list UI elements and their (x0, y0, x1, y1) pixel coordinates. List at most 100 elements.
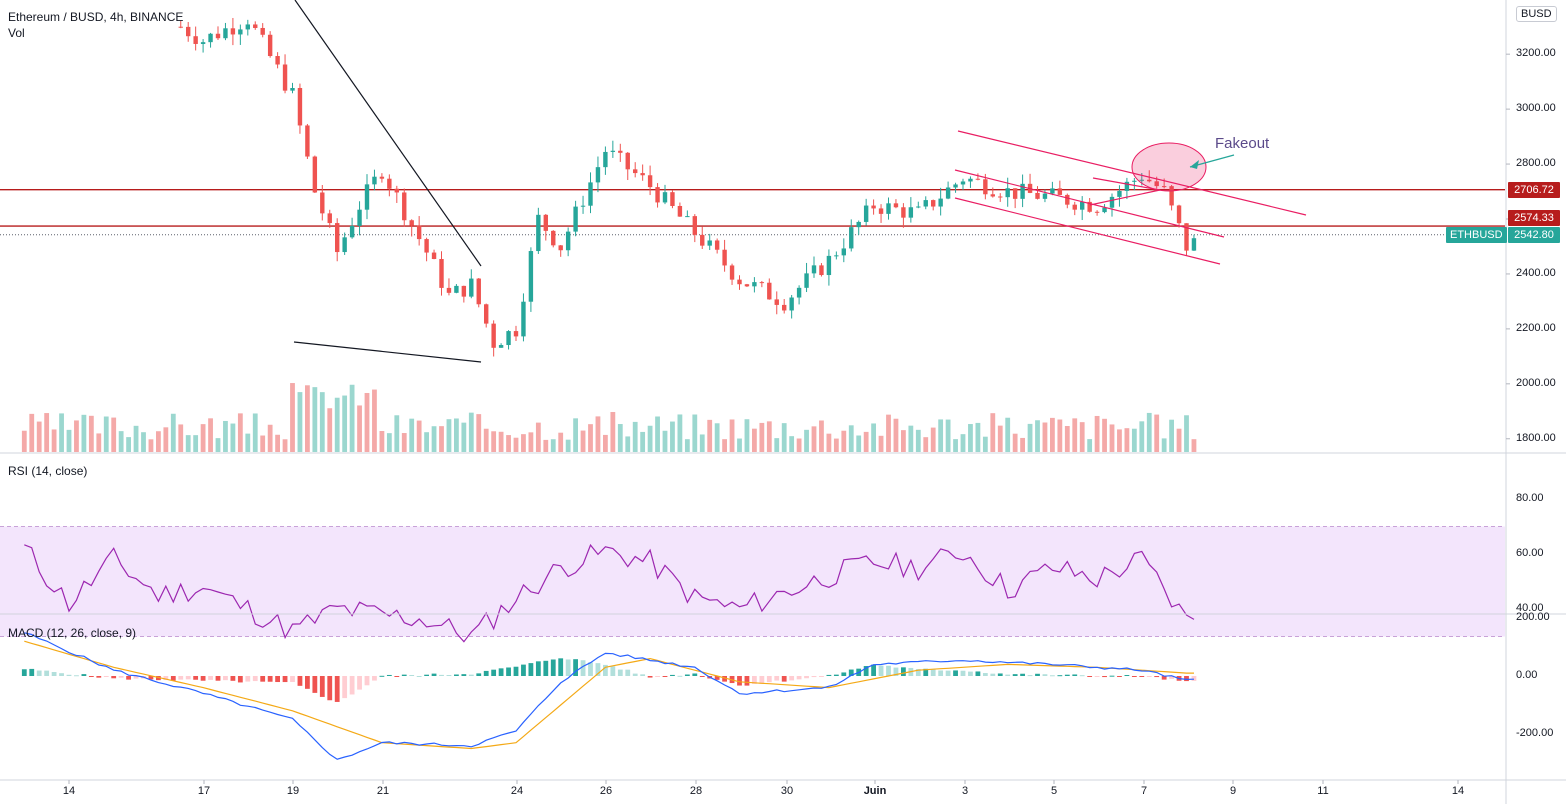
candle-body (1035, 192, 1040, 199)
candle-body (297, 87, 303, 126)
macd-histogram-bar (565, 659, 571, 676)
volume-bar (975, 422, 981, 452)
volume-bar (349, 384, 355, 452)
candle-body (595, 167, 601, 183)
macd-histogram-bar (692, 673, 698, 676)
candle-body (968, 178, 973, 182)
volume-bar (44, 413, 50, 452)
candle-body (677, 205, 683, 217)
price-tick-label: 1800.00 (1516, 431, 1556, 444)
candle-body (223, 28, 228, 39)
volume-bar (312, 387, 318, 452)
macd-histogram-bar (498, 668, 504, 676)
candle-body (752, 282, 757, 287)
volume-bar (1184, 415, 1189, 452)
channel-mid-line (954, 169, 1225, 238)
macd-histogram-bar (915, 669, 921, 676)
time-tick-label: 21 (376, 785, 390, 797)
candle-body (580, 205, 586, 207)
candle-body (1072, 204, 1077, 210)
volume-bar (364, 392, 370, 452)
candle-body (394, 188, 399, 193)
macd-histogram-bar (752, 676, 757, 684)
macd-histogram-bar (1035, 673, 1040, 676)
macd-histogram-bar (930, 669, 936, 676)
macd-histogram-bar (1124, 675, 1130, 677)
macd-histogram-bar (424, 674, 429, 676)
volume-bar (170, 413, 176, 452)
macd-histogram-bar (327, 676, 333, 701)
horizontal-levels[interactable] (0, 189, 1505, 236)
candle-body (923, 200, 928, 207)
macd-histogram-bar (677, 675, 683, 677)
candle-body (454, 285, 459, 293)
volume-bar (230, 423, 236, 452)
macd-histogram-bar (945, 670, 951, 676)
trend-drawings[interactable] (293, 0, 1307, 363)
volume-bar (1027, 423, 1033, 452)
volume-bars (21, 383, 1197, 452)
candle-body (707, 240, 712, 246)
volume-bar (1005, 417, 1011, 452)
time-tick-label: 28 (689, 785, 703, 797)
volume-bar (386, 433, 392, 452)
volume-bar (297, 392, 303, 452)
macd-histogram-bar (200, 676, 206, 681)
macd-histogram-bar (312, 676, 318, 693)
volume-bar (409, 418, 415, 452)
macd-histogram-bar (44, 670, 50, 676)
candle-body (811, 265, 817, 274)
macd-panel (21, 632, 1197, 760)
volume-bar (670, 421, 675, 452)
candle-body (856, 221, 861, 228)
macd-histogram-bar (446, 675, 452, 677)
candle-body (670, 192, 675, 206)
volume-bar (953, 439, 958, 452)
fakeout-annotation[interactable]: Fakeout (1215, 135, 1270, 152)
support-trendline (293, 341, 482, 363)
volume-bar (1191, 439, 1197, 452)
candle-body (1132, 180, 1137, 182)
volume-bar (759, 422, 765, 452)
candle-body (1042, 193, 1048, 199)
candle-body (416, 225, 422, 240)
volume-bar (252, 413, 258, 452)
candle-body (610, 150, 616, 152)
candle-body (476, 278, 481, 305)
macd-histogram-bar (550, 659, 556, 676)
volume-bar (819, 420, 824, 452)
macd-histogram-bar (595, 663, 601, 676)
macd-histogram-bar (1191, 676, 1197, 681)
macd-histogram-bar (521, 664, 526, 676)
candle-body (588, 182, 593, 206)
macd-histogram-bar (819, 676, 824, 677)
volume-bar (1012, 433, 1018, 452)
macd-histogram-bar (483, 670, 489, 676)
volume-bar (498, 431, 504, 452)
candle-body (387, 178, 392, 189)
current-price-tag: 2542.80 (1508, 227, 1560, 243)
candle-body (804, 273, 809, 288)
candle-body (208, 33, 213, 43)
candle-body (647, 175, 653, 188)
fakeout-ellipse (1131, 142, 1207, 192)
volume-bar (774, 438, 780, 452)
volume-bar (342, 395, 348, 452)
volume-bar (483, 428, 489, 452)
volume-bar (439, 426, 444, 452)
candle-body (908, 207, 914, 218)
macd-histogram-bar (1139, 676, 1145, 677)
macd-histogram-bar (409, 674, 415, 676)
volume-bar (1169, 419, 1174, 452)
macd-histogram-bar (178, 676, 184, 680)
currency-button[interactable]: BUSD (1516, 6, 1557, 22)
candle-body (290, 87, 295, 91)
volume-bar (96, 433, 102, 452)
volume-bar (379, 430, 385, 452)
volume-bar (863, 431, 869, 452)
candle-body (1020, 183, 1025, 199)
time-tick-label: 3 (961, 785, 969, 797)
macd-histogram-bar (781, 676, 787, 682)
volume-bar (305, 385, 310, 452)
